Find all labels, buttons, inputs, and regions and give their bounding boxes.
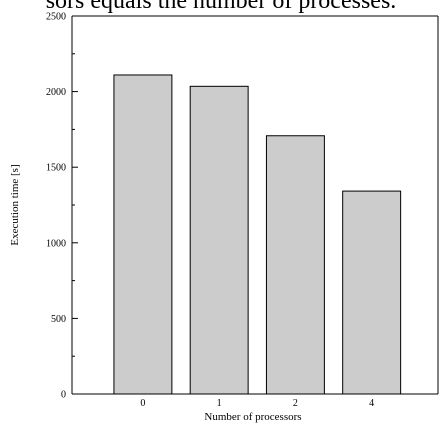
y-tick-label: 2000	[46, 87, 66, 98]
x-tick-label: 0	[140, 398, 145, 409]
y-tick-label: 2500	[46, 12, 66, 23]
bar	[342, 190, 402, 395]
bar	[113, 74, 173, 395]
bar	[265, 135, 325, 395]
x-axis-label: Number of processors	[204, 411, 301, 423]
x-tick-label: 2	[293, 398, 298, 409]
x-tick-label: 4	[369, 398, 374, 409]
y-tick-label: 1000	[46, 238, 66, 249]
y-axis-label: Execution time [s]	[9, 164, 21, 245]
figure-caption-fragment: sors equals the number of processes.	[45, 0, 397, 14]
y-tick-label: 0	[61, 390, 66, 401]
plot-area: 0 500 1000 1500 2000 2500 0 1 2 4	[46, 12, 439, 409]
x-tick-label: 1	[217, 398, 222, 409]
y-tick-label: 500	[51, 314, 66, 325]
y-tick-label: 1500	[46, 163, 66, 174]
bar	[189, 85, 249, 395]
